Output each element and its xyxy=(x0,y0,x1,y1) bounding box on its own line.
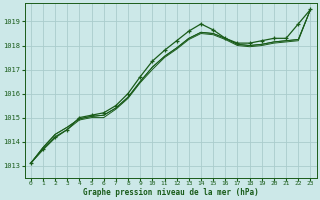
X-axis label: Graphe pression niveau de la mer (hPa): Graphe pression niveau de la mer (hPa) xyxy=(83,188,259,197)
